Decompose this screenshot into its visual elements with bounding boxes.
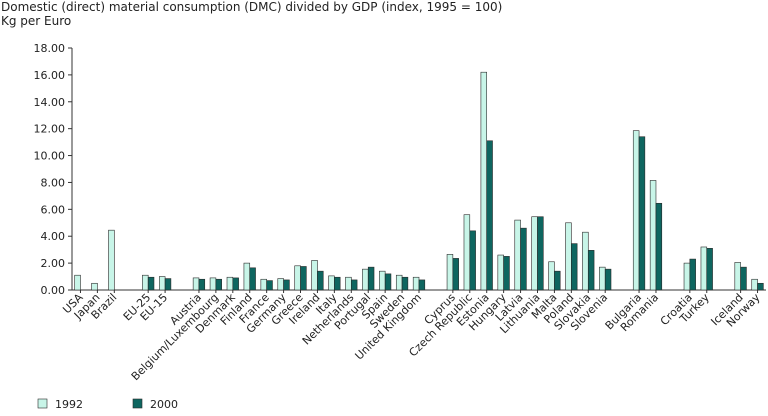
- bar-1992: [463, 214, 471, 291]
- bar-2000: [317, 270, 324, 291]
- legend-swatch-1992: [37, 398, 48, 409]
- bar-1992: [599, 266, 606, 291]
- bar-1992: [565, 222, 572, 291]
- bar-1992: [142, 274, 149, 291]
- bar-1992: [683, 262, 691, 291]
- bar-2000: [215, 278, 222, 291]
- bar-2000: [503, 256, 510, 291]
- bar-1992: [412, 276, 420, 291]
- y-tick-label: 6.00: [41, 203, 66, 216]
- bar-1992: [395, 274, 403, 291]
- bar-1992: [243, 262, 251, 291]
- y-tick-label: 16.00: [34, 69, 66, 82]
- bar-2000: [164, 278, 172, 291]
- bar-1992: [649, 180, 657, 291]
- bar-1992: [734, 262, 741, 291]
- y-tick-label: 0.00: [41, 284, 66, 297]
- bar-2000: [198, 278, 206, 291]
- bar-1992: [514, 219, 521, 291]
- bar-2000: [689, 258, 696, 291]
- bar-2000: [350, 279, 358, 291]
- bar-1992: [751, 278, 758, 291]
- bar-1992: [294, 265, 301, 291]
- bar-2000: [587, 250, 595, 291]
- bar-1992: [311, 260, 318, 291]
- bar-1992: [209, 277, 217, 291]
- bar-2000: [469, 230, 476, 291]
- y-tick-label: 2.00: [41, 257, 66, 270]
- legend-label-2000: 2000: [150, 398, 178, 411]
- bar-2000: [232, 277, 239, 291]
- bar-1992: [158, 276, 166, 291]
- bar-1992: [362, 268, 369, 291]
- bar-1992: [328, 275, 335, 291]
- y-tick-label: 8.00: [41, 176, 66, 189]
- bar-1992: [632, 130, 640, 291]
- y-tick-label: 10.00: [34, 150, 66, 163]
- bar-1992: [260, 278, 267, 291]
- y-tick-label: 12.00: [34, 123, 66, 136]
- y-tick-label: 4.00: [41, 230, 66, 243]
- bar-2000: [571, 243, 578, 291]
- bar-2000: [520, 227, 527, 291]
- bar-2000: [367, 266, 375, 291]
- bar-1992: [192, 277, 200, 291]
- bar-2000: [655, 202, 663, 291]
- bar-1992: [379, 270, 386, 291]
- bar-1992: [480, 71, 488, 291]
- chart-subtitle: Kg per Euro: [1, 14, 72, 28]
- bar-2000: [266, 280, 273, 291]
- y-tick-label: 18.00: [34, 42, 66, 55]
- bar-2000: [401, 276, 409, 291]
- bar-1992: [226, 276, 234, 291]
- bar-1992: [582, 231, 589, 291]
- bar-1992: [74, 274, 81, 291]
- bar-2000: [604, 268, 612, 291]
- bar-1992: [700, 246, 708, 291]
- chart-title: Domestic (direct) material consumption (…: [1, 0, 503, 14]
- bar-1992: [91, 282, 98, 291]
- bar-2000: [334, 276, 341, 291]
- bar-2000: [638, 136, 646, 291]
- bar-2000: [740, 266, 747, 291]
- legend-label-1992: 1992: [55, 398, 83, 411]
- bar-2000: [757, 282, 764, 291]
- bar-2000: [706, 248, 713, 291]
- bar-1992: [531, 216, 538, 291]
- bar-2000: [486, 140, 493, 291]
- bar-1992: [277, 278, 284, 291]
- bar-1992: [345, 276, 352, 291]
- y-tick-label: 14.00: [34, 96, 66, 109]
- bar-1992: [446, 254, 454, 291]
- bar-2000: [554, 270, 561, 291]
- bar-2000: [147, 276, 155, 291]
- bar-1992: [497, 254, 504, 291]
- bar-2000: [300, 266, 307, 291]
- bar-2000: [384, 273, 392, 291]
- bar-2000: [283, 279, 290, 291]
- bar-2000: [418, 279, 426, 291]
- bar-2000: [452, 258, 459, 291]
- legend-swatch-2000: [132, 398, 143, 409]
- bar-2000: [249, 267, 256, 291]
- bar-1992: [108, 229, 115, 291]
- bar-2000: [537, 216, 544, 291]
- bar-1992: [548, 261, 555, 291]
